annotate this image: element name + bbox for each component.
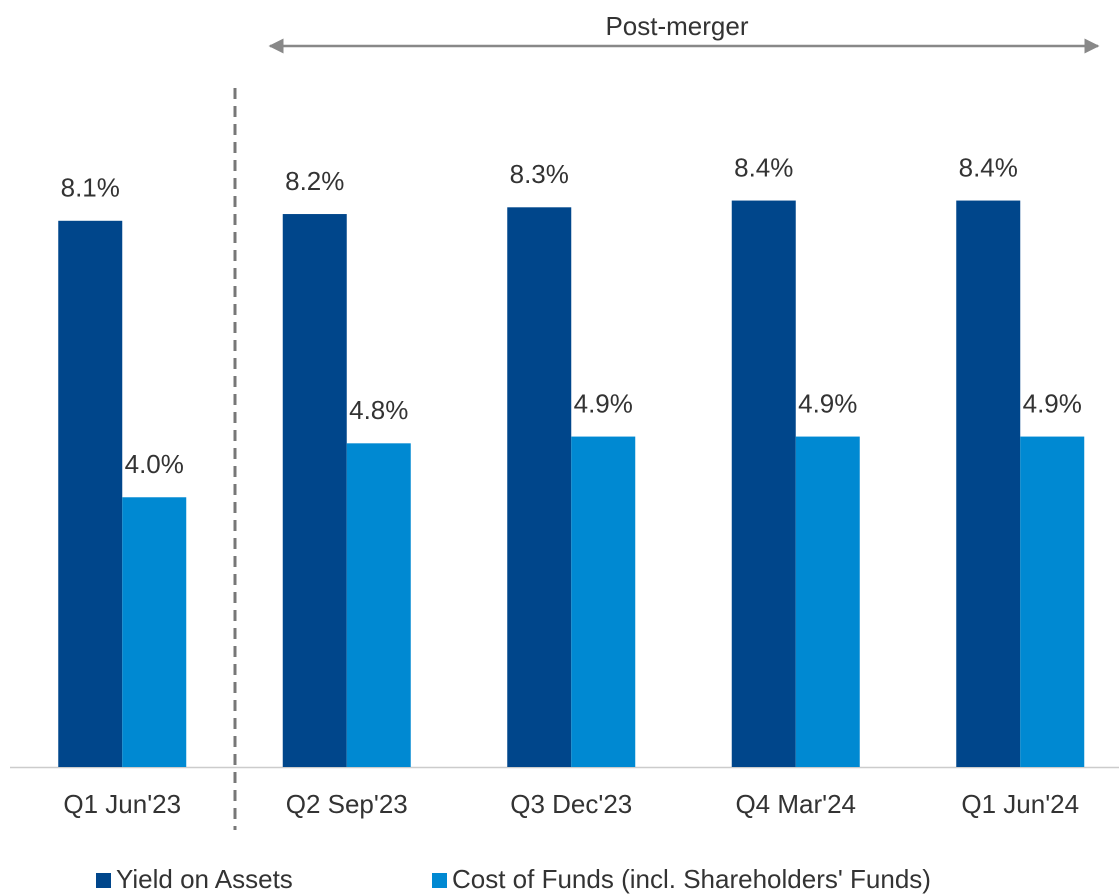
bar	[956, 200, 1021, 768]
annotation: Post-merger	[605, 11, 748, 41]
bar	[282, 214, 347, 767]
legend-swatch	[432, 873, 447, 888]
data-label: 4.9%	[1023, 388, 1082, 418]
data-label: 8.1%	[61, 173, 120, 203]
legend-label: Cost of Funds (incl. Shareholders' Funds…	[452, 864, 931, 894]
bar	[122, 497, 187, 767]
x-tick-label: Q1 Jun'23	[63, 789, 181, 819]
data-label: 4.8%	[349, 395, 408, 425]
legend-label: Yield on Assets	[116, 864, 293, 894]
data-label: 8.4%	[959, 152, 1018, 182]
x-tick-label: Q1 Jun'24	[961, 789, 1079, 819]
bar	[58, 220, 123, 768]
legend-swatch	[96, 873, 111, 888]
bar	[571, 436, 636, 767]
data-label: 4.0%	[125, 449, 184, 479]
data-label: 4.9%	[574, 388, 633, 418]
bar	[1020, 436, 1085, 767]
bar	[346, 443, 411, 767]
bar	[795, 436, 860, 767]
bar	[731, 200, 796, 768]
data-label: 8.3%	[510, 159, 569, 189]
data-label: 4.9%	[798, 388, 857, 418]
data-label: 8.4%	[734, 152, 793, 182]
x-tick-label: Q4 Mar'24	[735, 789, 856, 819]
bar	[507, 207, 572, 767]
data-label: 8.2%	[285, 166, 344, 196]
x-tick-label: Q3 Dec'23	[510, 789, 632, 819]
x-tick-label: Q2 Sep'23	[286, 789, 408, 819]
